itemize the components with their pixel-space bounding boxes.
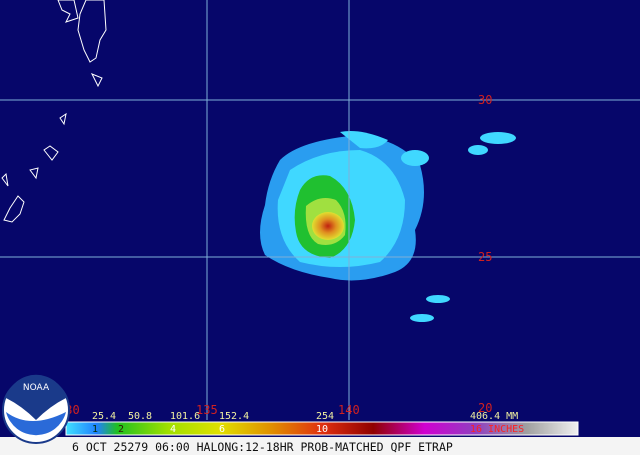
longitude-label: 135	[196, 403, 218, 417]
lat-lon-grid	[0, 0, 640, 420]
caption-strip	[0, 437, 640, 455]
color-bar	[65, 421, 579, 436]
mm-label: 25.4	[92, 411, 116, 422]
caption: 6 OCT 25279 06:00 HALONG:12-18HR PROB-MA…	[72, 440, 453, 454]
inch-label: 1	[92, 424, 98, 435]
logo-text: NOAA	[23, 383, 50, 393]
noaa-logo: NOAA	[2, 374, 70, 444]
latitude-label: 25	[478, 250, 492, 264]
color-scale: 25.4 50.8 101.6 152.4 254 406.4 MM 1 2 4…	[65, 411, 579, 436]
latitude-label: 20	[478, 401, 492, 415]
latitude-label: 30	[478, 93, 492, 107]
mm-label: 50.8	[128, 411, 152, 422]
inch-label: 2	[118, 424, 124, 435]
mm-label: 254	[316, 411, 334, 422]
inch-label: 10	[316, 424, 328, 435]
inch-label: 4	[170, 424, 176, 435]
mm-label: 152.4	[219, 411, 249, 422]
mm-label: 406.4 MM	[470, 411, 518, 422]
precipitation-field	[260, 131, 516, 322]
mm-label: 101.6	[170, 411, 200, 422]
inch-label: 6	[219, 424, 225, 435]
inch-label: 16 INCHES	[470, 424, 524, 435]
coastlines	[1, 0, 107, 223]
longitude-label: 140	[338, 403, 360, 417]
